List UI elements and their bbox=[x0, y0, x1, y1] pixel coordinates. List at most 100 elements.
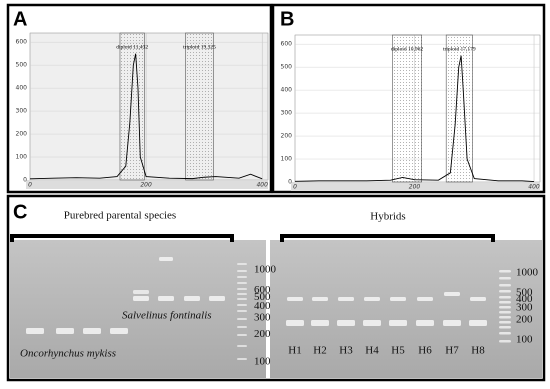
gel-band bbox=[237, 293, 247, 295]
ladder-label: 1000 bbox=[516, 267, 539, 279]
lane-label: H6 bbox=[418, 345, 432, 357]
gel-title: Purebred parental species bbox=[64, 210, 176, 222]
gel-band bbox=[499, 332, 511, 335]
gel-band bbox=[364, 297, 380, 301]
plot-area bbox=[29, 32, 269, 181]
gel-band bbox=[311, 320, 329, 326]
gel-band bbox=[133, 296, 149, 301]
y-tick-label: 400 bbox=[281, 87, 293, 94]
y-tick-label: 300 bbox=[16, 108, 28, 115]
gel-band bbox=[237, 310, 247, 312]
ladder-label: 300 bbox=[516, 302, 533, 314]
gel-band bbox=[237, 334, 247, 336]
panel-label: B bbox=[280, 8, 294, 30]
y-tick-label: 100 bbox=[16, 154, 28, 161]
gel-band bbox=[443, 320, 461, 326]
gate bbox=[119, 32, 145, 181]
ladder-label: 1000 bbox=[254, 264, 277, 276]
y-tick-label: 0 bbox=[288, 179, 292, 186]
gel-band bbox=[417, 297, 433, 301]
gel-band bbox=[237, 298, 247, 300]
gel-band bbox=[287, 297, 303, 301]
gel-band bbox=[469, 320, 487, 326]
gel-band bbox=[286, 320, 304, 326]
gate bbox=[185, 32, 214, 181]
gate bbox=[392, 34, 422, 183]
gel-band bbox=[470, 297, 486, 301]
x-tick-label: 400 bbox=[528, 184, 540, 191]
gel-band bbox=[83, 328, 101, 334]
x-tick-label: 0 bbox=[28, 182, 32, 189]
y-tick-label: 600 bbox=[281, 41, 293, 48]
gel-band bbox=[338, 297, 354, 301]
gel-band bbox=[133, 290, 149, 294]
gel-band bbox=[363, 320, 381, 326]
gel-band bbox=[237, 304, 247, 306]
gel-left bbox=[10, 240, 266, 378]
gel-band bbox=[237, 326, 247, 328]
lane-label: H8 bbox=[471, 345, 485, 357]
lane-label: H1 bbox=[288, 345, 301, 357]
gel-band bbox=[237, 345, 247, 347]
gate-label: diploid 10,962 bbox=[391, 46, 423, 52]
x-axis-band bbox=[26, 180, 268, 189]
ladder-label: 200 bbox=[254, 328, 271, 340]
gel-band bbox=[56, 328, 74, 334]
gel-band bbox=[499, 311, 511, 314]
y-tick-label: 100 bbox=[281, 156, 293, 163]
gel-band bbox=[209, 296, 225, 301]
bracket bbox=[280, 234, 495, 242]
x-tick-label: 200 bbox=[409, 184, 421, 191]
gel-band bbox=[499, 340, 511, 343]
panel-label: C bbox=[13, 201, 27, 223]
panel-label: A bbox=[13, 8, 27, 30]
gel-band bbox=[499, 321, 511, 324]
gel-right bbox=[270, 240, 542, 378]
x-tick-label: 200 bbox=[140, 182, 152, 189]
gel-band bbox=[237, 288, 247, 290]
gel-band bbox=[237, 263, 247, 265]
ladder-label: 500 bbox=[254, 291, 271, 303]
gel-band bbox=[499, 316, 511, 319]
ladder-label: 300 bbox=[254, 312, 271, 324]
lane-label: H3 bbox=[339, 345, 353, 357]
gel-band bbox=[499, 326, 511, 329]
gel-band bbox=[390, 297, 406, 301]
histogram-line bbox=[29, 53, 263, 180]
y-tick-label: 400 bbox=[16, 85, 28, 92]
species-label: Salvelinus fontinalis bbox=[122, 310, 212, 322]
gel-band bbox=[158, 296, 174, 301]
y-tick-label: 200 bbox=[16, 131, 28, 138]
gel-band bbox=[499, 290, 511, 293]
gel-band bbox=[159, 257, 173, 261]
x-tick-label: 400 bbox=[256, 182, 268, 189]
y-tick-label: 600 bbox=[16, 39, 28, 46]
ladder-label: 400 bbox=[516, 293, 533, 305]
gate-label: triploid 19,325 bbox=[183, 44, 216, 50]
gel-title: Hybrids bbox=[370, 211, 405, 223]
gel-band bbox=[389, 320, 407, 326]
gel-band bbox=[499, 284, 511, 287]
bracket bbox=[10, 234, 234, 242]
ladder-label: 500 bbox=[516, 287, 533, 299]
lane-label: H2 bbox=[313, 345, 326, 357]
y-tick-label: 500 bbox=[16, 62, 28, 69]
gel-band bbox=[444, 292, 460, 296]
lane-label: H4 bbox=[365, 345, 379, 357]
gel-band bbox=[26, 328, 44, 334]
gel-bands bbox=[26, 257, 511, 360]
lane-label: H5 bbox=[391, 345, 405, 357]
gel-band bbox=[237, 282, 247, 284]
y-tick-label: 300 bbox=[281, 110, 293, 117]
gel-band bbox=[237, 270, 247, 272]
gel-band bbox=[237, 276, 247, 278]
gate-label: triploid 17,179 bbox=[443, 46, 476, 52]
gel-band bbox=[499, 277, 511, 280]
ladder-label: 200 bbox=[516, 313, 533, 325]
gel-band bbox=[416, 320, 434, 326]
gel-band bbox=[312, 297, 328, 301]
gel-band bbox=[499, 270, 511, 273]
y-tick-label: 0 bbox=[23, 177, 27, 184]
ladder-label: 600 bbox=[254, 284, 271, 296]
